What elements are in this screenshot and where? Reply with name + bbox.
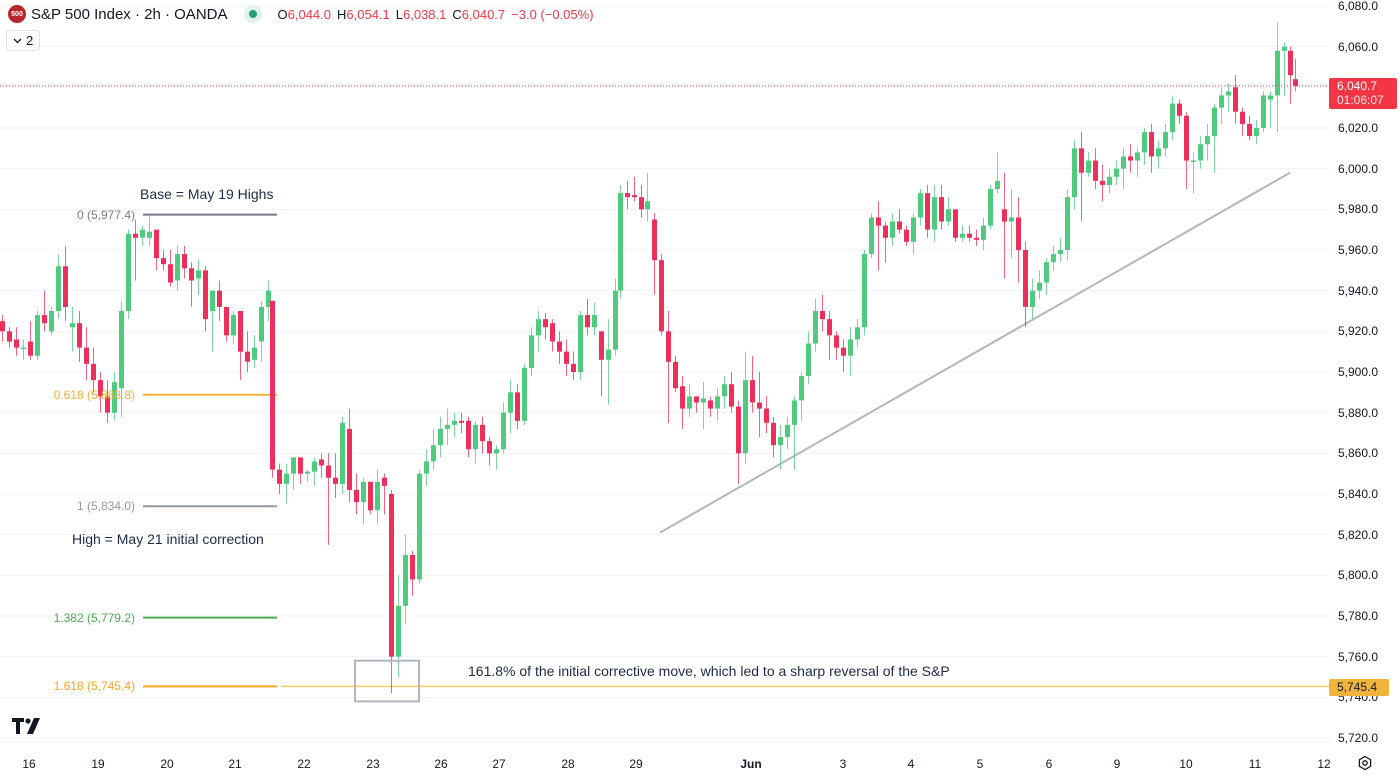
price-axis-label: 5,940.0	[1338, 283, 1379, 298]
grid-lines	[0, 5, 1330, 739]
open-label: O	[277, 6, 288, 22]
candlesticks	[0, 22, 1298, 694]
price-axis-label: 6,060.0	[1338, 39, 1379, 54]
symbol-logo: 500	[8, 5, 26, 23]
time-axis-label: 9	[1113, 757, 1121, 771]
time-axis-label: 23	[366, 757, 380, 771]
indicator-count: 2	[26, 33, 34, 48]
chevron-down-icon	[13, 38, 22, 43]
close-value: 6,040.7	[461, 6, 506, 22]
price-axis-label: 5,960.0	[1338, 242, 1379, 257]
price-axis-label: 5,800.0	[1338, 568, 1379, 583]
time-axis-label: 10	[1179, 757, 1193, 771]
bar-countdown: 01:06:07	[1337, 93, 1384, 107]
price-axis-label: 6,020.0	[1338, 120, 1379, 135]
symbol-title[interactable]: S&P 500 Index · 2h · OANDA	[31, 5, 228, 23]
close-label: C	[452, 6, 462, 22]
price-axis-label: 5,760.0	[1338, 649, 1379, 664]
trendline[interactable]	[659, 171, 1291, 534]
time-axis-label: 12	[1317, 757, 1331, 771]
fibonacci-levels[interactable]	[143, 213, 1330, 688]
fib-level-label: 1.618 (5,745.4)	[53, 679, 135, 694]
settings-gear-icon[interactable]	[1357, 755, 1373, 776]
fib-level-label: 1.382 (5,779.2)	[53, 610, 135, 625]
low-label: L	[395, 6, 403, 22]
price-axis-label: 6,000.0	[1338, 161, 1379, 176]
time-axis-label: 3	[839, 757, 847, 771]
low-value: 6,038.1	[403, 6, 447, 22]
collapse-indicators-button[interactable]: 2	[6, 30, 41, 51]
reversal-note[interactable]: 161.8% of the initial corrective move, w…	[468, 663, 950, 679]
high-value: 6,054.1	[346, 6, 390, 22]
price-axis-label: 5,860.0	[1338, 446, 1379, 461]
time-axis-label: 19	[91, 757, 105, 771]
fib-level-label: 0 (5,977.4)	[76, 207, 135, 222]
time-axis-label: 4	[907, 757, 915, 771]
price-axis-label: 5,900.0	[1338, 364, 1379, 379]
fib-price-tag: 5,745.4	[1329, 679, 1389, 696]
tradingview-logo-icon[interactable]	[12, 718, 42, 739]
time-axis-label: 27	[492, 757, 506, 771]
time-axis-label: Jun	[740, 757, 762, 771]
price-axis-label: 5,820.0	[1338, 527, 1379, 542]
price-axis-label: 6,080.0	[1338, 0, 1379, 13]
change-value: −3.0 (−0.05%)	[511, 6, 594, 22]
fib-level-label: 1 (5,834.0)	[76, 499, 135, 514]
time-axis-label: 11	[1248, 757, 1262, 771]
time-axis-label: 20	[160, 757, 174, 771]
price-axis-label: 5,720.0	[1338, 730, 1379, 745]
time-axis-label: 26	[434, 757, 448, 771]
time-axis-label: 22	[297, 757, 311, 771]
high-note[interactable]: High = May 21 initial correction	[72, 531, 264, 547]
time-axis-label: 28	[561, 757, 575, 771]
market-status-icon[interactable]	[243, 5, 262, 23]
time-axis-label: 29	[629, 757, 643, 771]
fib-level-label: 0.618 (5,888.8)	[53, 387, 135, 402]
open-value: 6,044.0	[287, 6, 331, 22]
chart-header: 500 S&P 500 Index · 2h · OANDA O6,044.0 …	[8, 5, 594, 23]
time-axis-label: 5	[976, 757, 984, 771]
last-price-tag: 6,040.7 01:06:07	[1329, 78, 1397, 109]
price-axis-label: 5,880.0	[1338, 405, 1379, 420]
price-axis-label: 5,980.0	[1338, 202, 1379, 217]
ohlc-values: O6,044.0 H6,054.1 L6,038.1 C6,040.7 −3.0…	[278, 7, 594, 22]
highlight-box[interactable]	[354, 659, 420, 703]
time-axis-label: 21	[228, 757, 242, 771]
high-label: H	[337, 6, 347, 22]
last-price: 6,040.7	[1337, 79, 1378, 93]
price-axis-label: 5,840.0	[1338, 486, 1379, 501]
base-note[interactable]: Base = May 19 Highs	[140, 186, 274, 202]
price-axis-label: 5,920.0	[1338, 324, 1379, 339]
price-axis-label: 5,780.0	[1338, 608, 1379, 623]
time-axis-label: 16	[22, 757, 36, 771]
time-axis-label: 6	[1045, 757, 1053, 771]
